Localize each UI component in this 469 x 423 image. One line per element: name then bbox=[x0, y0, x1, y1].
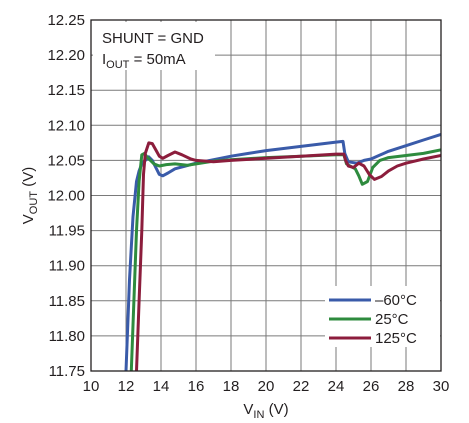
y-tick-label: 11.75 bbox=[49, 363, 85, 380]
x-tick-label: 20 bbox=[258, 378, 275, 395]
x-tick-label: 12 bbox=[118, 378, 135, 395]
tick-labels: 10 12 14 16 18 20 22 24 26 28 30 12.25 12.20 12.15 12.… bbox=[47, 12, 449, 395]
y-tick-label: 11.80 bbox=[49, 328, 85, 345]
x-tick-label: 14 bbox=[153, 378, 170, 395]
x-axis-label: VIN (V) bbox=[243, 401, 288, 421]
x-tick-label: 18 bbox=[223, 378, 240, 395]
y-tick-label: 12.05 bbox=[47, 152, 85, 169]
series-line-2 bbox=[135, 141, 441, 371]
x-tick-label: 22 bbox=[293, 378, 310, 395]
x-axis-label-unit: (V) bbox=[264, 401, 288, 418]
x-tick-label: 30 bbox=[433, 378, 450, 395]
annotation-shunt: SHUNT = GND bbox=[102, 30, 204, 47]
y-tick-label: 12.20 bbox=[47, 47, 85, 64]
y-axis-label-sub: OUT bbox=[28, 191, 40, 215]
y-tick-label: 11.95 bbox=[49, 223, 85, 240]
y-tick-label: 12.00 bbox=[47, 188, 85, 205]
x-axis-label-sub: IN bbox=[253, 409, 264, 421]
annotation-iout-main: I bbox=[102, 51, 106, 68]
x-axis-label-main: V bbox=[243, 401, 253, 418]
annotation-box bbox=[93, 22, 215, 70]
y-tick-label: 11.85 bbox=[49, 293, 85, 310]
legend-label-0: –60°C bbox=[375, 292, 417, 309]
y-axis-label-unit: (V) bbox=[20, 167, 37, 191]
legend: –60°C 25°C 125°C bbox=[325, 286, 440, 347]
x-tick-label: 10 bbox=[83, 378, 100, 395]
x-tick-label: 16 bbox=[188, 378, 205, 395]
annotation-iout-rest: = 50mA bbox=[129, 51, 185, 68]
y-tick-label: 12.10 bbox=[47, 117, 85, 134]
y-tick-label: 11.90 bbox=[49, 258, 85, 275]
legend-label-2: 125°C bbox=[375, 330, 417, 347]
x-tick-label: 26 bbox=[363, 378, 380, 395]
plot-frame bbox=[90, 19, 442, 372]
y-axis-label: VOUT (V) bbox=[20, 167, 40, 224]
annotation-iout: IOUT = 50mA bbox=[102, 51, 186, 71]
annotation-iout-sub: OUT bbox=[106, 59, 130, 71]
legend-label-1: 25°C bbox=[375, 311, 409, 328]
x-tick-label: 28 bbox=[398, 378, 415, 395]
x-tick-label: 24 bbox=[328, 378, 345, 395]
annotation-shunt-text: SHUNT = GND bbox=[102, 30, 204, 47]
y-axis-label-main: V bbox=[20, 214, 37, 224]
y-tick-label: 12.15 bbox=[47, 82, 85, 99]
y-tick-label: 12.25 bbox=[47, 12, 85, 29]
series-lines bbox=[124, 132, 441, 371]
